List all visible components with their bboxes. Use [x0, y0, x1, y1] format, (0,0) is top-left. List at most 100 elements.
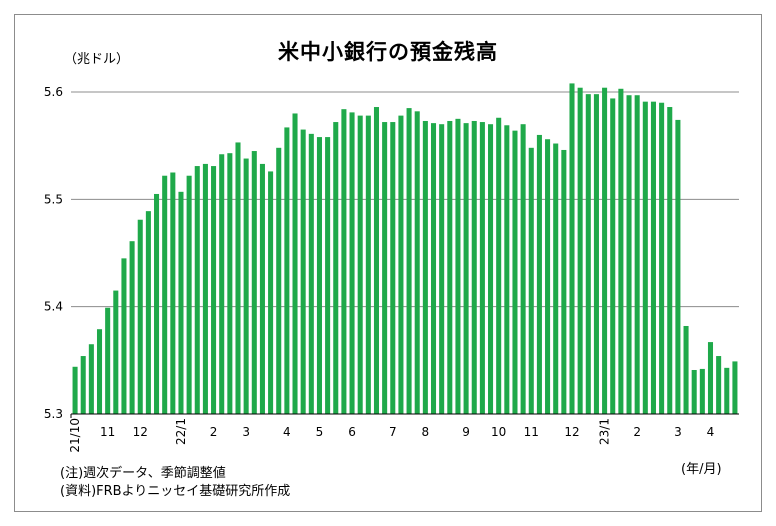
bar	[96, 329, 103, 414]
bar	[373, 107, 380, 414]
bar	[618, 88, 624, 414]
bar	[471, 120, 477, 414]
x-tick-label: 3	[242, 425, 250, 439]
bar	[642, 101, 648, 414]
bar	[137, 219, 143, 414]
bar	[545, 139, 551, 414]
bar	[626, 95, 632, 414]
bar	[129, 241, 135, 414]
y-tick-label: 5.3	[44, 407, 63, 421]
bar	[341, 109, 347, 414]
bar	[145, 211, 151, 414]
bar	[536, 134, 542, 414]
x-tick-label: 10	[491, 425, 506, 439]
x-tick-label: 8	[422, 425, 430, 439]
bar	[447, 120, 453, 414]
bar	[504, 125, 510, 415]
bar	[675, 119, 681, 414]
x-tick-label: 11	[524, 425, 539, 439]
x-tick-label: 21/10	[68, 418, 82, 453]
bar	[284, 127, 290, 415]
y-tick-labels: 5.3 5.4 5.5 5.6	[44, 85, 63, 421]
x-tick-label: 9	[462, 425, 470, 439]
bar	[683, 325, 689, 414]
bar	[333, 122, 339, 414]
y-tick-label: 5.4	[44, 300, 63, 314]
x-tick-label: 2	[633, 425, 641, 439]
bar	[430, 123, 437, 415]
bar	[414, 111, 420, 414]
x-tick-label: 11	[100, 425, 115, 439]
x-tick-label: 4	[283, 425, 291, 439]
bar	[561, 149, 567, 414]
bar	[357, 115, 363, 414]
bar	[243, 158, 249, 414]
x-tick-labels: 21/10 11 12 22/1 2 3 4 5 6 7 8 9 10 11 12 23/1 2 3 4	[68, 418, 714, 453]
bar	[398, 115, 404, 414]
bar	[154, 193, 160, 414]
x-tick-label: 22/1	[174, 418, 188, 445]
bar	[724, 367, 730, 414]
x-tick-label: 7	[389, 425, 397, 439]
bar	[219, 154, 225, 414]
bar	[577, 87, 583, 414]
bar	[569, 83, 575, 414]
bar	[439, 124, 445, 414]
bar	[455, 118, 461, 414]
chart-title: 米中小銀行の預金残高	[278, 40, 498, 64]
bar	[610, 98, 616, 414]
x-tick-label: 6	[348, 425, 356, 439]
bar	[553, 143, 559, 414]
y-tick-label: 5.5	[44, 192, 63, 206]
y-tick-label: 5.6	[44, 85, 63, 99]
bar	[488, 124, 494, 414]
bar	[292, 113, 298, 414]
x-tick-label: 3	[674, 425, 682, 439]
bar	[602, 87, 608, 414]
x-tick-label: 12	[564, 425, 579, 439]
bar	[732, 361, 738, 414]
x-tick-label: 2	[210, 425, 218, 439]
x-axis-unit-label: (年/月)	[681, 462, 722, 477]
bar	[585, 94, 591, 414]
y-axis-unit-label: （兆ドル）	[64, 52, 130, 67]
bar	[300, 129, 306, 415]
bar	[667, 107, 673, 414]
bar	[105, 307, 111, 414]
bar	[512, 130, 518, 414]
bar	[72, 366, 78, 414]
bar	[716, 356, 722, 414]
bar	[707, 342, 714, 414]
bar	[365, 115, 371, 414]
bar	[259, 163, 265, 414]
bar	[349, 112, 355, 414]
bar	[80, 356, 86, 414]
bar	[170, 172, 176, 414]
source-line: (資料)FRBよりニッセイ基礎研究所作成	[60, 484, 291, 499]
bar	[251, 151, 257, 415]
note-line: (注)週次データ、季節調整値	[60, 466, 226, 481]
bar	[194, 166, 200, 414]
x-tick-label: 5	[316, 425, 324, 439]
bar	[235, 142, 241, 415]
bar	[316, 137, 322, 414]
x-tick-label: 4	[707, 425, 715, 439]
bar	[162, 175, 168, 414]
bar	[634, 95, 640, 414]
bar	[496, 117, 502, 414]
bar	[186, 175, 192, 414]
bar	[325, 137, 331, 414]
bar	[650, 101, 656, 414]
bar	[659, 102, 665, 414]
bars	[72, 83, 738, 415]
bar	[227, 153, 233, 414]
bar	[593, 94, 599, 414]
bar	[699, 368, 705, 414]
bar	[211, 166, 217, 414]
bar	[178, 191, 184, 414]
bar	[88, 344, 94, 414]
bar	[520, 124, 526, 414]
bar	[422, 120, 428, 414]
bar	[691, 369, 697, 414]
